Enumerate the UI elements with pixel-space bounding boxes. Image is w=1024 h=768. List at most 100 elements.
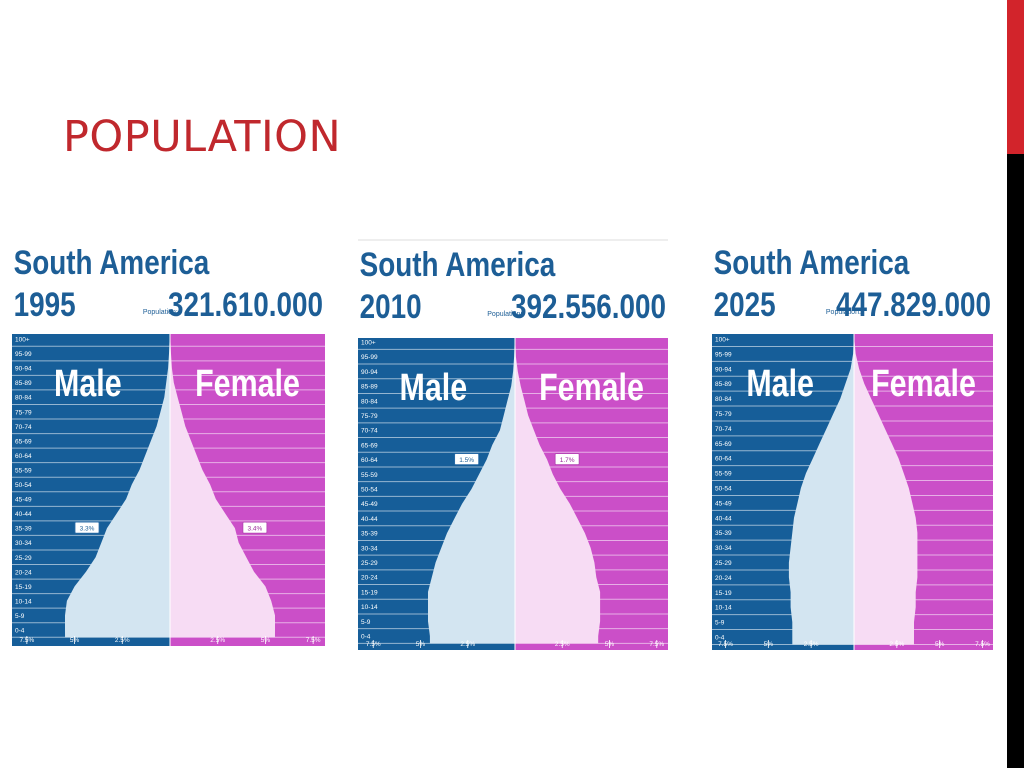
age-label: 0-4 <box>361 634 371 641</box>
female-pyramid <box>170 334 275 638</box>
age-label: 85-89 <box>715 381 732 388</box>
age-label: 40-44 <box>361 516 378 523</box>
region-label: South America <box>360 245 556 283</box>
age-label: 80-84 <box>15 395 32 402</box>
pyramid-panel-2025: South America 2025 447.829.000 Population: 0… <box>712 236 993 650</box>
age-label: 35-39 <box>15 526 32 533</box>
age-label: 70-74 <box>15 424 32 431</box>
female-annotation-box <box>242 521 268 534</box>
age-label: 30-34 <box>715 545 732 552</box>
age-label: 95-99 <box>15 351 32 358</box>
female-pyramid <box>515 338 601 644</box>
male-label: Male <box>54 363 122 405</box>
age-label: 50-54 <box>361 487 378 494</box>
year-label: 2010 <box>360 287 422 325</box>
age-label: 100+ <box>715 337 730 344</box>
population-caption: Population: <box>826 309 861 316</box>
age-label: 45-49 <box>15 497 32 504</box>
age-label: 85-89 <box>15 380 32 387</box>
x-tick-label: 5% <box>261 637 271 644</box>
x-tick-label: 7.5% <box>19 637 34 644</box>
male-pyramid <box>428 338 515 644</box>
age-label: 25-29 <box>361 560 378 567</box>
age-label: 5-9 <box>715 620 725 627</box>
female-label: Female <box>539 367 644 409</box>
female-label: Female <box>195 363 300 405</box>
age-label: 65-69 <box>361 442 378 449</box>
age-label: 0-4 <box>15 628 25 635</box>
population-caption: Population: <box>487 311 522 318</box>
age-label: 0-4 <box>715 635 725 642</box>
age-label: 40-44 <box>15 511 32 518</box>
age-label: 40-44 <box>715 515 732 522</box>
population-value: 392.556.000 <box>511 287 666 325</box>
age-label: 55-59 <box>15 467 32 474</box>
slide-title: POPULATION <box>63 112 342 162</box>
age-label: 5-9 <box>15 613 25 620</box>
male-annotation: 3.3% <box>80 525 95 532</box>
x-tick-label: 2.5% <box>804 641 819 648</box>
female-pyramid <box>854 334 918 645</box>
age-label: 100+ <box>15 337 30 344</box>
x-tick-label: 7.5% <box>306 637 321 644</box>
x-tick-label: 2.5% <box>555 641 570 648</box>
x-tick-label: 2.5% <box>210 637 225 644</box>
x-tick-label: 7.5% <box>975 641 990 648</box>
age-label: 90-94 <box>361 369 378 376</box>
age-label: 70-74 <box>361 428 378 435</box>
male-annotation-box <box>74 521 100 534</box>
pyramid-panel-2010: South America 2010 392.556.000 Population: 0… <box>358 238 668 650</box>
age-label: 75-79 <box>361 413 378 420</box>
age-label: 25-29 <box>15 555 32 562</box>
age-label: 20-24 <box>361 575 378 582</box>
female-annotation-box <box>554 453 580 466</box>
x-tick-label: 7.5% <box>718 641 733 648</box>
male-annotation: 1.5% <box>459 457 474 464</box>
age-label: 15-19 <box>361 589 378 596</box>
female-annotation: 1.7% <box>560 457 575 464</box>
age-label: 10-14 <box>15 598 32 605</box>
male-label: Male <box>746 363 814 405</box>
age-label: 30-34 <box>15 540 32 547</box>
age-label: 95-99 <box>361 354 378 361</box>
x-tick-label: 5% <box>70 637 80 644</box>
x-tick-label: 5% <box>764 641 774 648</box>
age-label: 60-64 <box>715 456 732 463</box>
age-label: 95-99 <box>715 351 732 358</box>
region-label: South America <box>714 243 910 281</box>
pyramid-panel-1995: South America 1995 321.610.000 Population: 0… <box>12 236 325 646</box>
age-label: 80-84 <box>715 396 732 403</box>
age-label: 45-49 <box>361 501 378 508</box>
x-tick-label: 5% <box>935 641 945 648</box>
x-tick-label: 7.5% <box>366 641 381 648</box>
male-label: Male <box>400 367 468 409</box>
male-pyramid <box>788 334 854 645</box>
age-label: 55-59 <box>361 472 378 479</box>
year-label: 2025 <box>714 285 776 323</box>
male-annotation-box <box>454 453 480 466</box>
region-label: South America <box>14 243 210 281</box>
x-tick-label: 2.5% <box>460 641 475 648</box>
age-label: 35-39 <box>361 531 378 538</box>
age-label: 15-19 <box>15 584 32 591</box>
age-label: 100+ <box>361 340 376 347</box>
age-label: 60-64 <box>361 457 378 464</box>
age-label: 90-94 <box>15 366 32 373</box>
age-label: 55-59 <box>715 471 732 478</box>
age-label: 85-89 <box>361 384 378 391</box>
x-tick-label: 7.5% <box>649 641 664 648</box>
age-label: 50-54 <box>715 486 732 493</box>
female-label: Female <box>871 363 976 405</box>
accent-bar-red <box>1007 0 1024 154</box>
age-label: 30-34 <box>361 545 378 552</box>
age-label: 20-24 <box>15 569 32 576</box>
age-label: 90-94 <box>715 366 732 373</box>
age-label: 25-29 <box>715 560 732 567</box>
age-label: 10-14 <box>361 604 378 611</box>
population-value: 447.829.000 <box>836 285 991 323</box>
age-label: 65-69 <box>715 441 732 448</box>
age-label: 35-39 <box>715 530 732 537</box>
